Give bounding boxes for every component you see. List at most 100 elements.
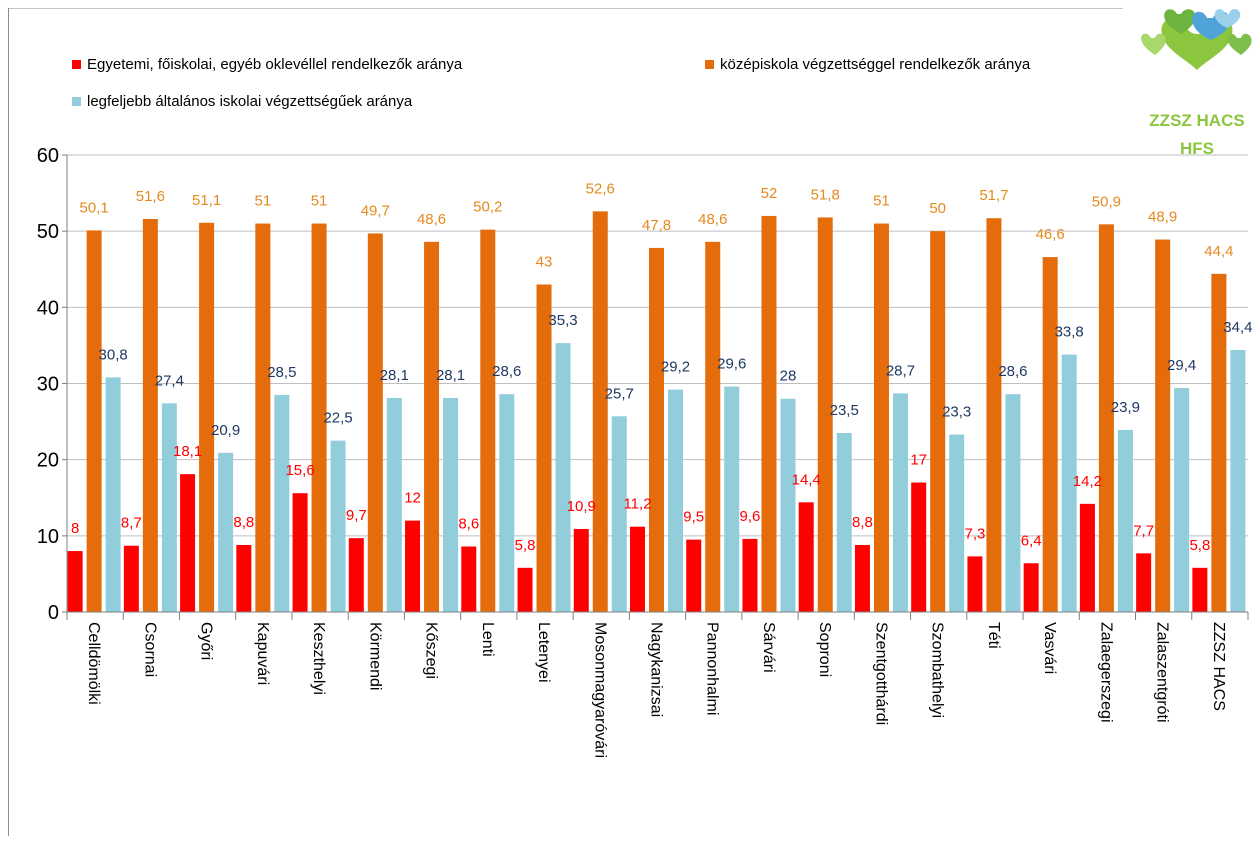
data-label: 49,7 — [361, 202, 390, 219]
data-label: 48,6 — [698, 211, 727, 228]
bar — [255, 223, 271, 613]
data-label: 20,9 — [211, 422, 240, 439]
bar — [705, 241, 721, 612]
bar — [292, 493, 308, 612]
bar — [461, 546, 477, 612]
x-tick-label: Nagykanizsai — [648, 622, 665, 717]
data-label: 28,5 — [267, 364, 296, 381]
bar — [1005, 394, 1021, 612]
data-label: 22,5 — [323, 410, 352, 427]
data-label: 29,4 — [1167, 357, 1196, 374]
data-label: 25,7 — [605, 385, 634, 402]
bar — [180, 474, 196, 612]
bar — [105, 377, 121, 612]
data-label: 50,2 — [473, 199, 502, 216]
bar — [1174, 388, 1190, 612]
data-label: 11,2 — [623, 496, 651, 513]
data-label: 8,7 — [121, 515, 142, 532]
y-tick-label: 20 — [37, 450, 59, 472]
data-label: 8,8 — [233, 514, 254, 531]
data-label: 48,6 — [417, 211, 446, 228]
data-label: 5,8 — [515, 537, 536, 554]
bar — [274, 394, 290, 612]
data-label: 12 — [404, 490, 421, 507]
y-tick-label: 40 — [37, 297, 59, 319]
bar — [142, 218, 158, 613]
y-tick-label: 30 — [37, 374, 59, 396]
bar — [1042, 257, 1058, 612]
bar — [611, 416, 627, 612]
bar — [724, 386, 740, 612]
bar — [817, 217, 833, 612]
bar — [949, 434, 965, 612]
data-label: 51,6 — [136, 188, 165, 205]
x-tick-label: Szentgotthárdi — [872, 622, 889, 725]
x-tick-label: Téti — [985, 622, 1002, 649]
data-label: 8,8 — [852, 514, 873, 531]
data-label: 48,9 — [1148, 209, 1177, 226]
data-label: 7,3 — [964, 525, 985, 542]
x-tick-label: Zalaszentgróti — [1154, 622, 1171, 723]
bar — [930, 231, 946, 612]
bar — [1136, 553, 1152, 612]
data-label: 51,8 — [811, 186, 840, 203]
data-label: 14,4 — [792, 471, 821, 488]
data-label: 47,8 — [642, 217, 671, 234]
heart-cluster-icon — [1141, 8, 1252, 70]
legend-item-primary: legfeljebb általános iskolai végzettségű… — [72, 93, 412, 110]
bar — [1155, 239, 1171, 613]
data-label: 6,4 — [1021, 532, 1042, 549]
bar — [873, 223, 889, 613]
data-label: 33,8 — [1055, 324, 1084, 341]
data-label: 51 — [311, 193, 328, 210]
bar — [1117, 429, 1133, 612]
data-label: 35,3 — [548, 312, 577, 329]
x-tick-label: Celldömölki — [85, 622, 102, 705]
x-tick-label: Vasvári — [1041, 622, 1058, 674]
data-label: 44,4 — [1204, 243, 1233, 260]
data-labels: 8 8,7 18,1 8,8 15,6 9,7 12 8,6 5,8 10,9 11,2 9,5 9,6… — [71, 180, 1252, 553]
data-label: 52,6 — [586, 180, 615, 197]
bar — [536, 284, 552, 612]
data-label: 28,1 — [436, 367, 465, 384]
x-tick-label: ZZSZ HACS — [1210, 622, 1227, 711]
data-label: 28,6 — [492, 363, 521, 380]
data-label: 52 — [761, 185, 778, 202]
bar — [480, 229, 496, 613]
bar — [573, 528, 589, 612]
x-tick-label: Kapuvári — [254, 622, 271, 685]
bar — [424, 241, 440, 612]
x-tick-label: Mosonmagyaróvári — [591, 622, 608, 758]
data-label: 5,8 — [1189, 537, 1210, 554]
x-tick-label: Sárvári — [760, 622, 777, 673]
data-label: 15,6 — [285, 462, 314, 479]
data-label: 10,9 — [567, 498, 596, 515]
data-label: 28,7 — [886, 362, 915, 379]
data-label: 51,7 — [979, 187, 1008, 204]
bar — [1061, 354, 1077, 612]
x-tick-label: Körmendi — [366, 622, 383, 690]
logo-text-line2: HFS — [1180, 139, 1214, 158]
bar — [1098, 224, 1114, 613]
axes — [62, 154, 1249, 620]
bar — [668, 389, 683, 612]
x-tick-label: Letenyei — [535, 622, 552, 683]
data-label: 9,6 — [740, 508, 761, 525]
data-label: 18,1 — [173, 443, 202, 460]
data-label: 14,2 — [1073, 473, 1102, 490]
bar — [780, 398, 796, 612]
bar-chart: 0 10 20 30 40 50 60 Celldömölki Csornai Győri Kap… — [8, 8, 1252, 836]
x-tick-label: Csornai — [141, 622, 158, 677]
data-label: 51,1 — [192, 192, 221, 209]
data-label: 28,6 — [998, 363, 1027, 380]
bar — [686, 539, 702, 612]
bar — [1230, 349, 1246, 612]
bar — [86, 230, 102, 612]
bar — [1211, 273, 1227, 612]
x-tick-label: Szombathelyi — [929, 622, 946, 718]
data-label: 34,4 — [1223, 319, 1252, 336]
bar — [1079, 503, 1095, 612]
bar — [761, 215, 777, 612]
bar — [986, 218, 1002, 613]
bar — [742, 538, 758, 612]
